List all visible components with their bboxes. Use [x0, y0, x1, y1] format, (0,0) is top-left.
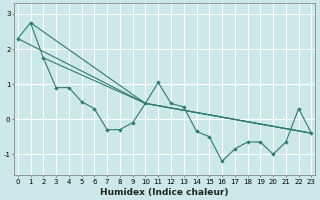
X-axis label: Humidex (Indice chaleur): Humidex (Indice chaleur)	[100, 188, 229, 197]
